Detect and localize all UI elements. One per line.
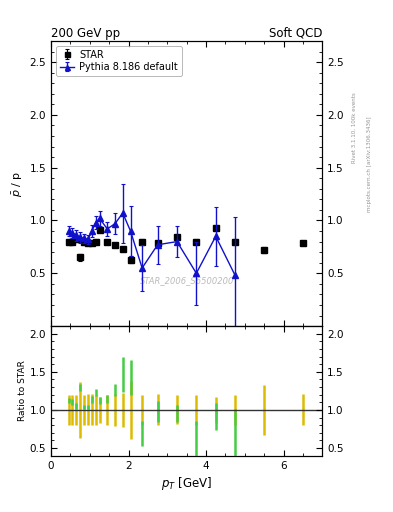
X-axis label: $p_T$ [GeV]: $p_T$ [GeV] xyxy=(161,475,212,492)
Y-axis label: $\bar{p}$ / p: $\bar{p}$ / p xyxy=(11,170,26,197)
Legend: STAR, Pythia 8.186 default: STAR, Pythia 8.186 default xyxy=(56,46,182,76)
Text: 200 GeV pp: 200 GeV pp xyxy=(51,27,120,40)
Text: Rivet 3.1.10, 100k events: Rivet 3.1.10, 100k events xyxy=(352,93,357,163)
Text: mcplots.cern.ch [arXiv:1306.3436]: mcplots.cern.ch [arXiv:1306.3436] xyxy=(367,116,373,211)
Y-axis label: Ratio to STAR: Ratio to STAR xyxy=(18,360,27,421)
Text: STAR_2006_S6500200: STAR_2006_S6500200 xyxy=(140,276,234,285)
Text: Soft QCD: Soft QCD xyxy=(269,27,322,40)
